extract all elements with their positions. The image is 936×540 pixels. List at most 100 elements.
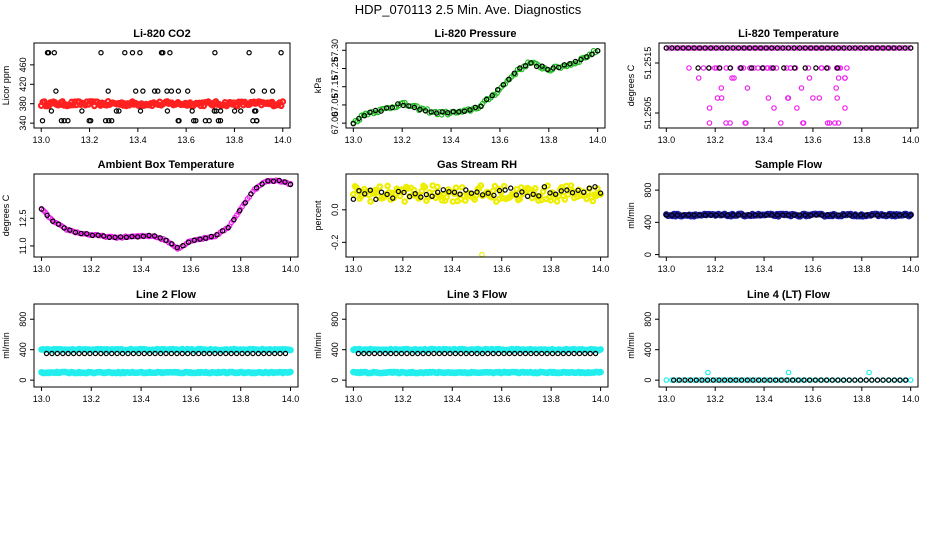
x-tick-label: 13.2 [81,135,99,145]
data-point [863,377,869,383]
data-point [84,231,90,237]
data-point [834,95,841,101]
data-point [727,377,734,383]
data-point [832,120,838,126]
data-point [869,45,875,51]
x-tick-label: 14.0 [589,135,607,145]
data-point [740,65,747,71]
data-point [857,377,864,383]
data-point [806,75,813,81]
x-tick-label: 13.4 [755,394,773,404]
data-point [846,377,852,383]
data-point [708,45,714,51]
data-point [287,346,294,354]
x-tick-label: 14.0 [592,394,610,404]
data-point [185,239,192,245]
data-point [39,117,46,124]
data-point [796,45,803,51]
data-point [789,377,796,383]
data-point [678,45,684,51]
data-points [663,369,914,383]
data-point [739,45,745,51]
data-point [800,120,807,126]
data-point [710,45,716,51]
data-point [423,191,430,198]
data-point [506,76,512,82]
data-point [826,120,833,126]
y-tick-label: 11.0 [18,238,28,255]
data-point [236,207,243,214]
data-point [502,187,508,193]
data-point [802,65,808,71]
plot-frame [658,42,919,129]
data-point [269,88,276,94]
data-point [785,45,792,51]
data-point [134,234,141,240]
data-point [800,45,806,51]
data-point [146,232,152,239]
data-point [106,117,112,124]
data-point [279,98,287,105]
data-point [545,66,551,73]
data-point [483,96,490,103]
data-point [852,45,858,51]
data-point [869,212,875,218]
data-point [788,45,795,51]
data-point [452,184,460,192]
data-point [117,234,124,240]
panel-2: Li-820 Pressure kPa 13.0 13.2 13.4 13.6 13.8 14… [313,28,606,145]
data-point [189,108,195,114]
data-point [373,196,379,202]
data-point [686,65,692,71]
panel-title: Gas Stream RH [437,159,517,171]
data-point [287,181,294,188]
data-point [773,65,780,71]
data-point [160,50,166,56]
data-point [533,350,540,357]
data-point [411,104,418,111]
data-point [744,377,751,383]
y-tick-label: 67.15 [330,75,340,98]
data-point [719,377,725,383]
data-point [60,350,66,357]
data-point [506,350,513,357]
data-point [361,112,368,119]
data-point [823,377,830,383]
data-point [567,182,575,189]
panel-title: Line 3 Flow [447,289,507,301]
data-point [776,45,783,51]
data-point [738,377,745,383]
data-point [490,350,496,357]
y-axis-label: kPa [313,78,323,94]
data-point [539,63,545,69]
data-point [79,108,85,114]
y-axis-label: ml/min [626,332,636,359]
x-tick-label: 13.2 [83,264,101,274]
x-tick-label: 13.8 [853,135,871,145]
data-point [885,45,892,51]
data-point [112,234,118,241]
x-tick-label: 13.2 [394,264,412,274]
data-point [242,200,248,206]
y-tick-label: 380 [18,96,28,111]
x-tick-label: 13.6 [491,135,509,145]
x-tick-label: 13.0 [658,394,676,404]
x-tick-label: 13.4 [444,394,462,404]
data-point [489,92,495,99]
data-point [663,377,670,383]
data-point [366,350,372,357]
data-point [863,45,869,51]
data-point [685,45,692,51]
data-point [517,65,523,71]
data-point [350,190,357,198]
x-tick-label: 13.0 [345,264,363,274]
data-point [108,350,115,357]
data-point [838,45,844,51]
data-point [578,56,584,63]
data-point [824,65,830,71]
data-point [401,198,409,205]
data-point [741,377,747,383]
data-point [763,377,770,383]
data-point [586,185,593,191]
data-point [555,350,561,357]
